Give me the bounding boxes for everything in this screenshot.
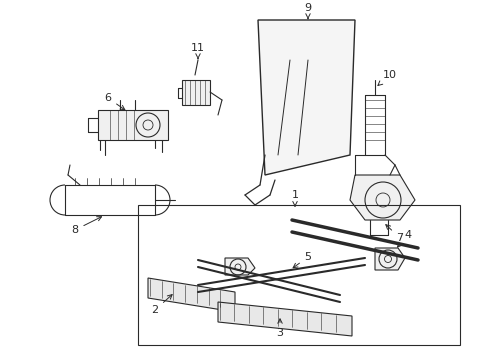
Polygon shape	[148, 278, 235, 312]
Text: 2: 2	[151, 294, 172, 315]
Text: 4: 4	[397, 230, 412, 247]
Text: 9: 9	[304, 3, 312, 19]
Polygon shape	[375, 248, 405, 270]
Text: 5: 5	[293, 252, 312, 268]
Text: 7: 7	[386, 225, 404, 243]
Polygon shape	[258, 20, 355, 175]
Bar	[138, 205, 460, 345]
Text: 10: 10	[378, 70, 397, 85]
Text: 1: 1	[292, 190, 298, 206]
Polygon shape	[218, 302, 352, 336]
Text: 3: 3	[276, 319, 284, 338]
Polygon shape	[98, 110, 168, 140]
Text: 8: 8	[72, 217, 101, 235]
Polygon shape	[350, 175, 415, 220]
Text: 11: 11	[191, 43, 205, 59]
Text: 6: 6	[104, 93, 125, 110]
Polygon shape	[182, 80, 210, 105]
Polygon shape	[225, 258, 255, 275]
